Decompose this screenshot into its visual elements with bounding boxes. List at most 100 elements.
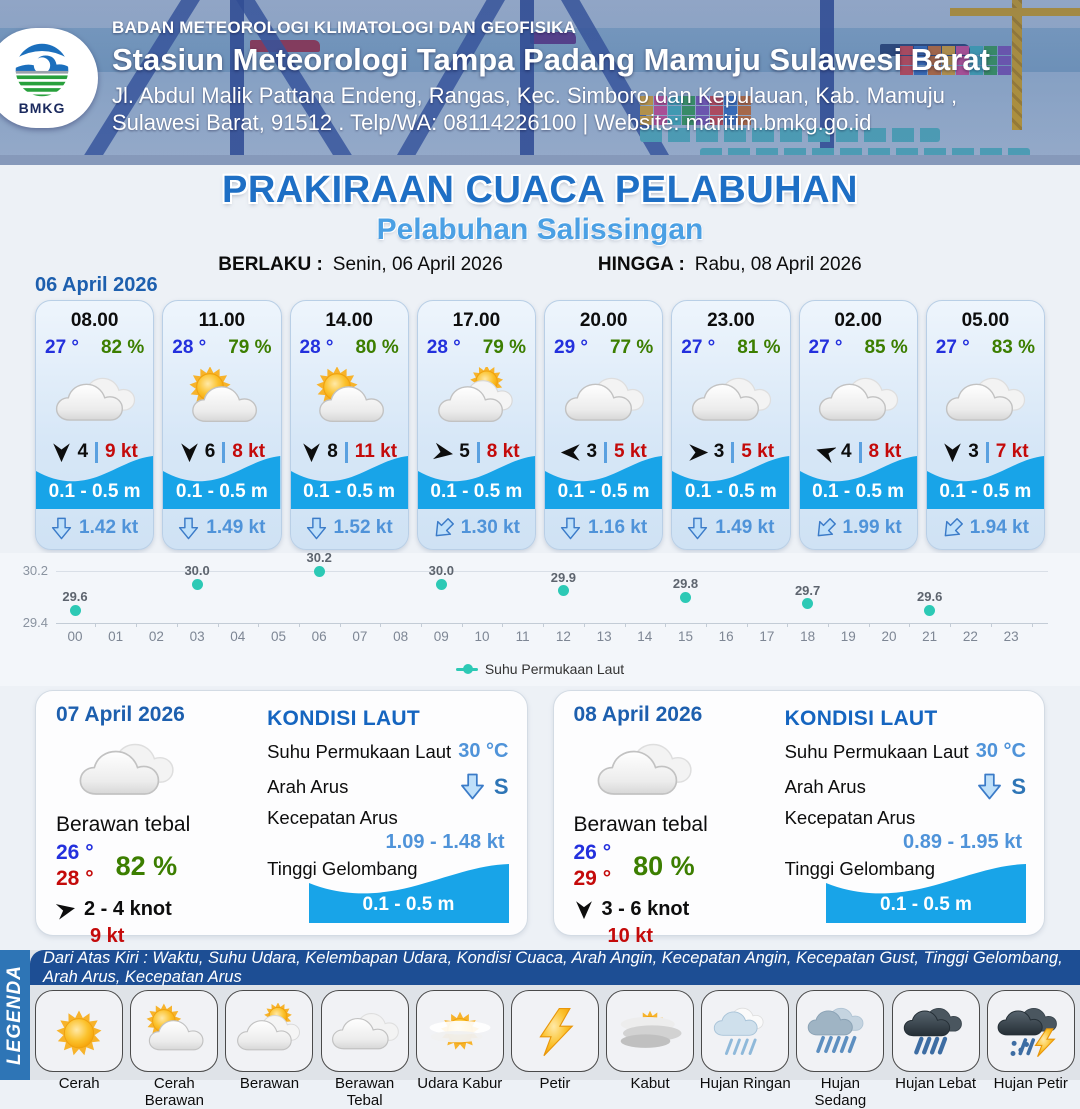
current-speed-row: Kecepatan Arus: [785, 807, 1026, 829]
x-axis-tick-label: 12: [555, 629, 571, 644]
legend-section: LEGENDA Dari Atas Kiri : Waktu, Suhu Uda…: [0, 949, 1080, 1109]
cloudy-weather-icon: [331, 1013, 399, 1050]
current-row: 1.49 kt: [163, 510, 280, 546]
data-point: [557, 585, 569, 596]
wave-height-value: 0.1 - 0.5 m: [939, 481, 1032, 502]
humidity-value: 85 %: [864, 337, 908, 358]
current-row: 1.94 kt: [927, 510, 1044, 546]
wave-height-badge: 0.1 - 0.5 m: [308, 859, 509, 923]
data-point-label: 30.0: [184, 563, 210, 578]
daily-summary-card: 07 April 2026 Berawan tebal 26 ° 28 ° 82 % 2 …: [35, 690, 528, 947]
current-speed: 1.30 kt: [460, 517, 520, 538]
wind-direction-icon: [816, 446, 836, 463]
data-point: [191, 578, 203, 590]
wave-shape: [545, 456, 663, 509]
current-direction-letter: S: [493, 773, 509, 799]
bmkg-logo-label: BMKG: [18, 99, 66, 116]
legend-item: Berawan Tebal: [319, 990, 411, 1109]
agency-name: BADAN METEOROLOGI KLIMATOLOGI DAN GEOFIS…: [112, 18, 577, 37]
forecast-cards-row: 08.00 27 ° 82 % 4 9 kt 0.1 - 0.5 m 1.42 kt 11.0…: [35, 300, 1045, 550]
x-axis-tick: [990, 623, 992, 627]
container-box: [900, 56, 913, 65]
wind-row: 3 7 kt: [927, 437, 1044, 467]
humidity-value: 77 %: [609, 337, 654, 358]
current-speed-label: Kecepatan Arus: [784, 807, 916, 828]
container-box: [928, 66, 941, 75]
wind-speed: 8: [327, 441, 338, 462]
weather-icon-wrap: [36, 361, 153, 437]
legend-item: Berawan: [223, 990, 315, 1092]
wave-shape: [290, 456, 408, 509]
validity-row: BERLAKU : Senin, 06 April 2026 HINGGA : …: [0, 254, 1080, 276]
x-axis-tick-label: 03: [189, 629, 205, 644]
container-box: [956, 56, 969, 65]
data-point-label: 29.6: [917, 589, 943, 604]
container-box: [984, 46, 997, 55]
separator-bar: [344, 441, 348, 463]
current-speed: 1.49 kt: [206, 517, 266, 538]
container-box: [640, 96, 653, 105]
daily-gust-speed: 10 kt: [607, 925, 654, 947]
station-name: Stasiun Meteorologi Tampa Padang Mamuju …: [112, 42, 990, 77]
container-box: [654, 116, 667, 125]
x-axis-tick-label: 18: [800, 629, 816, 644]
fog-weather-icon: [620, 1010, 682, 1048]
wind-direction-icon: [433, 442, 454, 459]
valid-from-group: BERLAKU : Senin, 06 April 2026: [218, 254, 503, 276]
current-direction-icon: [688, 517, 708, 539]
cloudy-weather-icon: [79, 743, 174, 795]
sea-condition-title: KONDISI LAUT: [784, 707, 938, 730]
current-direction-icon: [51, 517, 72, 539]
x-axis-tick-label: 05: [270, 629, 287, 644]
wind-speed: 4: [77, 441, 89, 462]
x-axis-tick: [624, 623, 626, 627]
time-label: 08.00: [70, 310, 119, 331]
chart-legend-label: Suhu Permukaan Laut: [484, 661, 625, 677]
cloudy-weather-icon: [55, 377, 135, 421]
port-illustration: [0, 0, 1080, 165]
container-box: [738, 106, 751, 115]
sst-value: 30 °C: [458, 740, 509, 762]
container-stack: [640, 96, 751, 125]
container-box: [710, 116, 723, 125]
gust-speed: 11 kt: [354, 441, 398, 462]
x-axis-tick-label: 17: [759, 629, 775, 644]
cloudy-weather-icon: [564, 377, 644, 421]
humidity-value: 82 %: [100, 337, 145, 358]
cloudy-weather-icon: [597, 743, 692, 795]
container-box: [970, 66, 983, 75]
gust-speed: 8 kt: [486, 441, 520, 462]
legend-title: LEGENDA: [4, 965, 25, 1065]
x-axis-tick-label: 13: [596, 629, 612, 644]
time-label: 20.00: [579, 310, 628, 331]
data-point-label: 30.0: [428, 563, 454, 578]
daily-summary-card: 08 April 2026 Berawan tebal 26 ° 29 ° 80 % 3 …: [552, 690, 1045, 947]
data-point: [802, 598, 814, 609]
data-point-label: 29.6: [62, 589, 88, 604]
air-temperature: 27 °: [45, 337, 80, 358]
daily-humidity: 80 %: [633, 850, 695, 881]
sst-row: Suhu Permukaan Laut 30 °C: [785, 740, 1026, 763]
current-direction-label: Arah Arus: [784, 775, 866, 797]
current-row: 1.52 kt: [291, 510, 408, 546]
container-box: [724, 106, 737, 115]
wave-height-value: 0.1 - 0.5 m: [48, 481, 141, 502]
port-name-subtitle: Pelabuhan Salissingan: [376, 213, 704, 246]
x-axis-line: [56, 623, 1048, 624]
wave-height-block: 0.1 - 0.5 m: [545, 451, 663, 509]
gridline: [56, 571, 1048, 572]
wave-height-value: 0.1 - 0.5 m: [430, 481, 523, 502]
sst-row: Suhu Permukaan Laut 30 °C: [267, 740, 508, 763]
container-box: [654, 96, 667, 105]
wind-row: 6 8 kt: [163, 437, 280, 467]
partly-sunny-weather-icon: [316, 367, 385, 423]
wind-row: 3 5 kt: [545, 437, 662, 467]
address-line-2: Sulawesi Barat, 91512 . Telp/WA: 0811422…: [112, 110, 872, 135]
forecast-card: 23.00 27 ° 81 % 3 5 kt 0.1 - 0.5 m 1.49 kt: [671, 300, 791, 550]
gust-speed: 7 kt: [995, 441, 1029, 462]
weather-icon-wrap: [418, 361, 535, 437]
sea-condition-column: KONDISI LAUT Suhu Permukaan Laut 30 °C Arah…: [773, 703, 1026, 925]
data-point: [69, 604, 81, 616]
haze-weather-icon: [429, 1011, 491, 1050]
